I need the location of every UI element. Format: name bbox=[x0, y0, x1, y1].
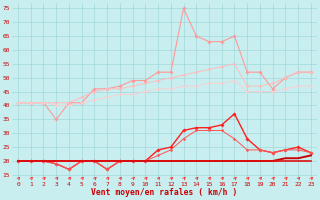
X-axis label: Vent moyen/en rafales ( km/h ): Vent moyen/en rafales ( km/h ) bbox=[91, 188, 237, 197]
